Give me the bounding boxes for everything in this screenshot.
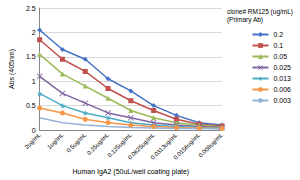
- svg-text:0.5: 0.5: [26, 102, 36, 109]
- svg-text:0.0313ug/mL: 0.0313ug/mL: [149, 131, 179, 161]
- svg-text:2ug/mL: 2ug/mL: [23, 131, 42, 150]
- svg-text:0.013: 0.013: [273, 75, 291, 82]
- svg-text:0.0625ug/mL: 0.0625ug/mL: [126, 131, 156, 161]
- svg-text:Abs (405nm): Abs (405nm): [8, 49, 16, 89]
- svg-text:2: 2: [32, 29, 36, 36]
- svg-text:0.008ug/mL: 0.008ug/mL: [198, 131, 225, 158]
- svg-text:0.003: 0.003: [273, 97, 291, 104]
- svg-text:0.0156ug/mL: 0.0156ug/mL: [172, 131, 201, 160]
- svg-text:0.006: 0.006: [273, 86, 291, 93]
- svg-text:clone# RM125 (ug/mL): clone# RM125 (ug/mL): [227, 8, 293, 16]
- svg-text:0.125ug/mL: 0.125ug/mL: [106, 131, 133, 159]
- svg-text:0.2: 0.2: [273, 31, 283, 38]
- svg-text:(Primary Ab): (Primary Ab): [227, 16, 263, 24]
- svg-text:0.025: 0.025: [273, 64, 291, 71]
- svg-text:0.5ug/mL: 0.5ug/mL: [65, 131, 87, 153]
- svg-text:0.1: 0.1: [273, 42, 283, 49]
- svg-text:0.05: 0.05: [273, 53, 287, 60]
- svg-text:1.5: 1.5: [26, 53, 36, 60]
- svg-text:0: 0: [32, 127, 36, 134]
- svg-text:0.25ug/mL: 0.25ug/mL: [85, 131, 111, 157]
- svg-text:1: 1: [32, 78, 36, 85]
- svg-text:1ug/mL: 1ug/mL: [46, 131, 65, 150]
- svg-text:Human IgA2 (50uL/well coating: Human IgA2 (50uL/well coating plate): [72, 168, 189, 176]
- svg-text:2.5: 2.5: [26, 5, 36, 12]
